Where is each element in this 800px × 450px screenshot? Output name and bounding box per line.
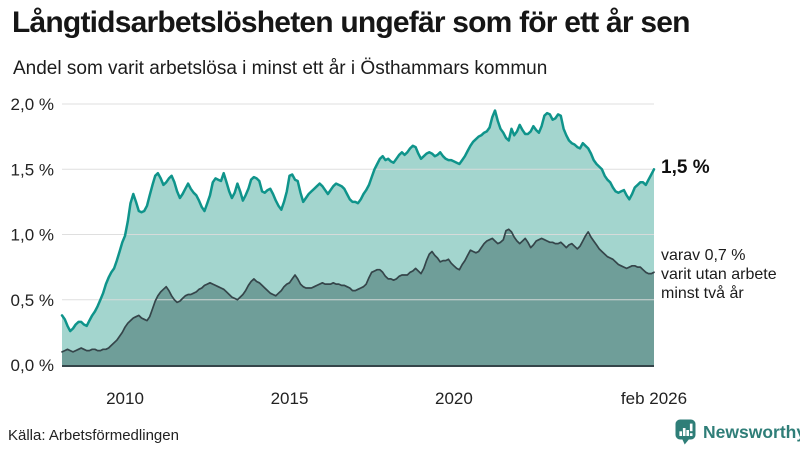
y-tick-label: 1,0 %	[11, 226, 54, 245]
line-minst-tva-ar	[61, 228, 655, 353]
line-minst-ett-ar	[60, 109, 656, 333]
secondary-annotation-line1: varav 0,7 %	[661, 247, 746, 264]
x-tick-label: 2015	[271, 389, 309, 408]
x-tick-label: 2010	[106, 389, 144, 408]
secondary-annotation-line2: varit utan arbete	[661, 266, 777, 283]
latest-value-label: 1,5 %	[661, 157, 710, 178]
x-tick-label: 2020	[435, 389, 473, 408]
x-tick-label: feb 2026	[621, 389, 687, 408]
chart-subtitle: Andel som varit arbetslösa i minst ett å…	[13, 58, 548, 79]
y-tick-label: 2,0 %	[11, 95, 54, 114]
newsworthy-logo-icon	[675, 419, 696, 445]
y-tick-label: 0,5 %	[11, 291, 54, 310]
source-caption: Källa: Arbetsförmedlingen	[8, 427, 179, 444]
page-title: Långtidsarbetslösheten ungefär som för e…	[12, 6, 690, 39]
secondary-series-annotation: varav 0,7 % varit utan arbete minst två …	[661, 246, 777, 303]
secondary-annotation-line3: minst två år	[661, 285, 744, 302]
y-tick-label: 1,5 %	[11, 160, 54, 179]
newsworthy-wordmark: Newsworthy	[703, 421, 800, 442]
y-tick-label: 0,0 %	[11, 356, 54, 375]
newsworthy-branding: Newsworthy	[675, 419, 800, 445]
area-minst-tva-ar	[62, 229, 654, 365]
